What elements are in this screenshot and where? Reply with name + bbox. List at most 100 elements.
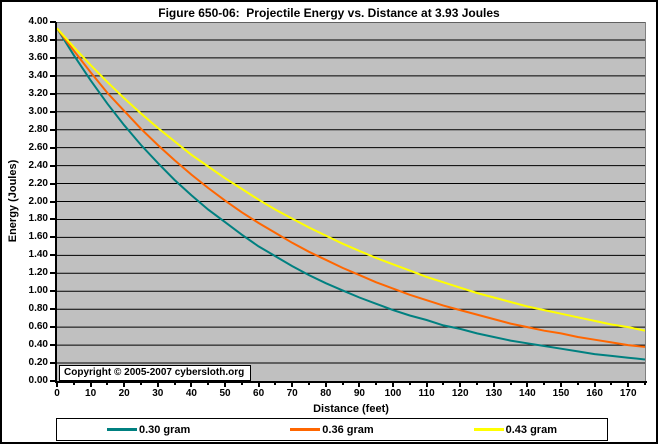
y-tick-label: 3.00 (28, 105, 48, 117)
y-tick-label: 1.80 (28, 213, 48, 225)
y-tick-mark (50, 272, 56, 275)
y-tick-mark (50, 362, 56, 365)
y-tick-label: 1.00 (28, 285, 48, 297)
y-tick-mark (50, 308, 56, 311)
x-minor-tick-mark (140, 383, 142, 385)
legend-label: 0.30 gram (138, 423, 191, 436)
y-tick-mark (50, 380, 56, 382)
y-tick-mark (50, 38, 56, 41)
y-tick-mark (50, 146, 56, 149)
x-major-tick-mark (56, 383, 58, 387)
y-tick-label: 3.20 (28, 87, 48, 99)
y-tick-mark (50, 92, 56, 95)
legend-line-swatch (473, 428, 504, 431)
y-tick-label: 3.60 (28, 51, 48, 63)
plot-area: Copyright © 2005-2007 cybersloth.org (57, 22, 646, 381)
y-tick-label: 0.80 (28, 303, 48, 315)
x-major-tick-mark (526, 383, 529, 387)
y-tick-mark (50, 200, 56, 203)
x-major-tick-mark (560, 383, 562, 387)
x-major-tick-mark (492, 383, 495, 387)
x-minor-tick-mark (476, 383, 478, 385)
x-tick-label: 110 (418, 388, 435, 399)
y-tick-label: 2.00 (28, 195, 48, 207)
y-tick-label: 0.00 (28, 375, 48, 386)
y-tick-label: 2.20 (28, 177, 48, 189)
plot-canvas (57, 22, 645, 364)
y-tick-mark (50, 164, 56, 167)
x-tick-label: 10 (85, 388, 97, 399)
legend-line-swatch (290, 428, 321, 431)
y-tick-label: 3.80 (28, 33, 48, 45)
legend-line-swatch (106, 428, 137, 431)
x-tick-label: 90 (353, 388, 365, 399)
x-axis-line (55, 381, 647, 383)
x-tick-label: 80 (320, 388, 332, 399)
x-minor-tick-mark (173, 383, 176, 385)
x-axis-title: Distance (feet) (313, 403, 389, 415)
x-minor-tick-mark (341, 383, 344, 385)
x-tick-label: 30 (152, 388, 164, 399)
y-tick-mark (50, 344, 56, 347)
x-minor-tick-mark (106, 383, 109, 385)
x-minor-tick-mark (408, 383, 411, 385)
series-line-0-36-gram (57, 27, 645, 348)
copyright-label: Copyright © 2005-2007 cybersloth.org (59, 365, 252, 381)
x-tick-label: 50 (219, 388, 231, 399)
x-major-tick-mark (224, 383, 226, 387)
x-tick-label: 170 (619, 388, 637, 399)
x-major-tick-mark (257, 383, 260, 387)
y-tick-mark (50, 74, 56, 77)
x-major-tick-mark (392, 383, 394, 387)
legend-item: 0.36 gram (290, 423, 374, 436)
x-major-tick-mark (89, 383, 92, 387)
y-tick-mark (50, 236, 56, 239)
x-minor-tick-mark (375, 383, 378, 385)
x-minor-tick-mark (308, 383, 310, 385)
legend: 0.30 gram 0.36 gram 0.43 gram (56, 418, 608, 441)
x-tick-label: 130 (485, 388, 503, 399)
x-major-tick-mark (324, 383, 327, 387)
series-line-0-30-gram (57, 27, 645, 361)
x-tick-label: 140 (519, 388, 536, 399)
y-tick-label: 0.60 (28, 321, 48, 333)
x-minor-tick-mark (207, 383, 210, 385)
y-tick-mark (50, 218, 56, 221)
legend-label: 0.36 gram (322, 423, 374, 436)
x-minor-tick-mark (644, 383, 646, 385)
y-tick-label: 2.40 (28, 159, 48, 171)
x-tick-label: 100 (384, 388, 402, 399)
x-major-tick-mark (190, 383, 193, 387)
x-tick-label: 150 (552, 388, 570, 399)
legend-item: 0.43 gram (473, 424, 557, 436)
y-tick-mark (50, 326, 56, 329)
y-tick-label: 3.40 (28, 69, 48, 81)
x-minor-tick-mark (442, 383, 445, 385)
y-tick-mark (50, 21, 56, 23)
x-major-tick-mark (425, 383, 428, 387)
y-tick-label: 4.00 (28, 16, 48, 27)
series-line-0-43-gram (57, 27, 645, 332)
x-tick-label: 120 (451, 388, 469, 399)
x-major-tick-mark (459, 383, 462, 387)
y-axis-line (55, 22, 57, 383)
y-tick-label: 0.20 (28, 357, 48, 369)
x-major-tick-mark (358, 383, 361, 387)
x-minor-tick-mark (610, 383, 613, 385)
y-tick-label: 1.20 (28, 267, 48, 279)
x-minor-tick-mark (240, 383, 243, 385)
x-tick-label: 70 (286, 388, 298, 399)
x-minor-tick-mark (576, 383, 579, 385)
y-tick-mark (50, 128, 56, 131)
x-minor-tick-mark (274, 383, 277, 385)
y-tick-mark (50, 290, 56, 293)
x-major-tick-mark (123, 383, 126, 387)
x-major-tick-mark (627, 383, 630, 387)
legend-item: 0.30 gram (106, 423, 191, 436)
x-major-tick-mark (156, 383, 159, 387)
y-tick-label: 1.40 (28, 249, 48, 261)
x-tick-label: 20 (118, 388, 130, 399)
x-minor-tick-mark (509, 383, 512, 385)
x-tick-label: 160 (586, 388, 603, 399)
y-tick-mark (50, 56, 56, 59)
